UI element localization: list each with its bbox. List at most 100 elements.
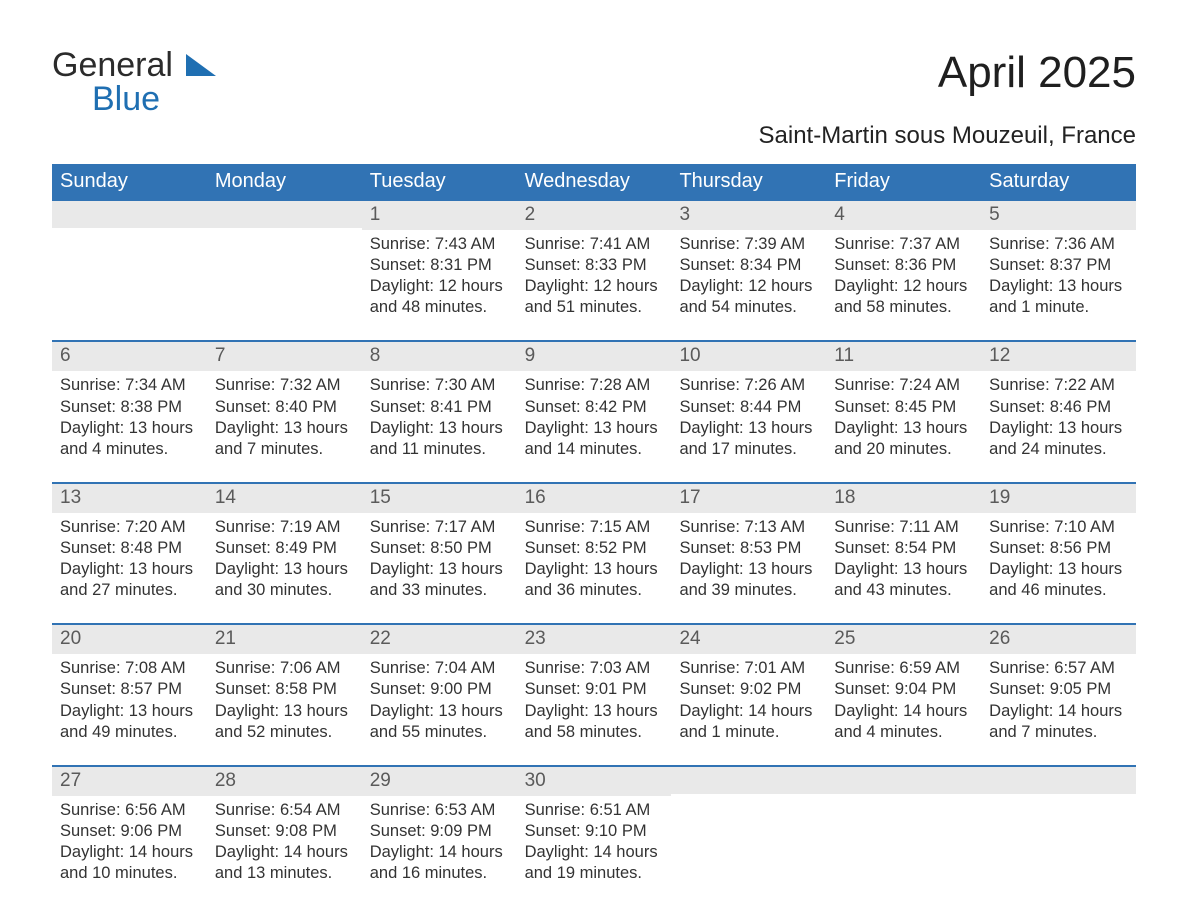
sunrise-line: Sunrise: 7:04 AM [370, 658, 509, 679]
day-number-row [671, 767, 826, 794]
sunset-line: Sunset: 8:40 PM [215, 397, 354, 418]
calendar-day: 22Sunrise: 7:04 AMSunset: 9:00 PMDayligh… [362, 625, 517, 746]
sunrise-line: Sunrise: 7:01 AM [679, 658, 818, 679]
sunrise-line: Sunrise: 7:13 AM [679, 517, 818, 538]
sunrise-line: Sunrise: 7:41 AM [525, 234, 664, 255]
day-number: 21 [215, 628, 236, 649]
day-number-row: 23 [517, 625, 672, 654]
day-body: Sunrise: 7:03 AMSunset: 9:01 PMDaylight:… [517, 654, 672, 746]
daylight-line: Daylight: 14 hours and 13 minutes. [215, 842, 354, 884]
day-number-row: 17 [671, 484, 826, 513]
day-body: Sunrise: 6:54 AMSunset: 9:08 PMDaylight:… [207, 796, 362, 888]
daylight-line: Daylight: 13 hours and 46 minutes. [989, 559, 1128, 601]
sunset-line: Sunset: 8:44 PM [679, 397, 818, 418]
day-number-row [981, 767, 1136, 794]
day-body: Sunrise: 7:37 AMSunset: 8:36 PMDaylight:… [826, 230, 981, 322]
daylight-line: Daylight: 13 hours and 24 minutes. [989, 418, 1128, 460]
sunrise-line: Sunrise: 7:39 AM [679, 234, 818, 255]
calendar-day: 8Sunrise: 7:30 AMSunset: 8:41 PMDaylight… [362, 342, 517, 463]
daylight-line: Daylight: 13 hours and 49 minutes. [60, 701, 199, 743]
daylight-line: Daylight: 13 hours and 39 minutes. [679, 559, 818, 601]
day-number: 22 [370, 628, 391, 649]
calendar-day: 27Sunrise: 6:56 AMSunset: 9:06 PMDayligh… [52, 767, 207, 888]
sunset-line: Sunset: 8:50 PM [370, 538, 509, 559]
day-number: 28 [215, 770, 236, 791]
weekday-header: Tuesday [362, 164, 517, 201]
day-number: 18 [834, 487, 855, 508]
sunset-line: Sunset: 8:33 PM [525, 255, 664, 276]
sunset-line: Sunset: 9:10 PM [525, 821, 664, 842]
day-body: Sunrise: 7:01 AMSunset: 9:02 PMDaylight:… [671, 654, 826, 746]
calendar: SundayMondayTuesdayWednesdayThursdayFrid… [52, 164, 1136, 888]
calendar-day: 24Sunrise: 7:01 AMSunset: 9:02 PMDayligh… [671, 625, 826, 746]
day-number: 26 [989, 628, 1010, 649]
day-body: Sunrise: 7:24 AMSunset: 8:45 PMDaylight:… [826, 371, 981, 463]
sunrise-line: Sunrise: 7:20 AM [60, 517, 199, 538]
day-number-row: 1 [362, 201, 517, 230]
day-body: Sunrise: 7:41 AMSunset: 8:33 PMDaylight:… [517, 230, 672, 322]
daylight-line: Daylight: 13 hours and 4 minutes. [60, 418, 199, 460]
calendar-weeks: 1Sunrise: 7:43 AMSunset: 8:31 PMDaylight… [52, 201, 1136, 888]
day-body: Sunrise: 7:26 AMSunset: 8:44 PMDaylight:… [671, 371, 826, 463]
sunrise-line: Sunrise: 7:28 AM [525, 375, 664, 396]
calendar-day: 15Sunrise: 7:17 AMSunset: 8:50 PMDayligh… [362, 484, 517, 605]
calendar-day: 25Sunrise: 6:59 AMSunset: 9:04 PMDayligh… [826, 625, 981, 746]
day-body: Sunrise: 7:19 AMSunset: 8:49 PMDaylight:… [207, 513, 362, 605]
daylight-line: Daylight: 14 hours and 10 minutes. [60, 842, 199, 884]
daylight-line: Daylight: 12 hours and 48 minutes. [370, 276, 509, 318]
sunset-line: Sunset: 9:05 PM [989, 679, 1128, 700]
day-number-row: 15 [362, 484, 517, 513]
day-number-row: 6 [52, 342, 207, 371]
sunrise-line: Sunrise: 7:19 AM [215, 517, 354, 538]
daylight-line: Daylight: 13 hours and 14 minutes. [525, 418, 664, 460]
day-body: Sunrise: 6:51 AMSunset: 9:10 PMDaylight:… [517, 796, 672, 888]
calendar-day: 9 Sunrise: 7:28 AMSunset: 8:42 PMDaylight… [517, 342, 672, 463]
day-number: 9 [525, 345, 536, 366]
day-body: Sunrise: 7:20 AMSunset: 8:48 PMDaylight:… [52, 513, 207, 605]
calendar-day: 18Sunrise: 7:11 AMSunset: 8:54 PMDayligh… [826, 484, 981, 605]
sunset-line: Sunset: 8:52 PM [525, 538, 664, 559]
daylight-line: Daylight: 13 hours and 30 minutes. [215, 559, 354, 601]
calendar-week: 1Sunrise: 7:43 AMSunset: 8:31 PMDaylight… [52, 201, 1136, 322]
day-number-row: 8 [362, 342, 517, 371]
day-body: Sunrise: 6:53 AMSunset: 9:09 PMDaylight:… [362, 796, 517, 888]
sunrise-line: Sunrise: 7:32 AM [215, 375, 354, 396]
daylight-line: Daylight: 13 hours and 52 minutes. [215, 701, 354, 743]
sunrise-line: Sunrise: 7:22 AM [989, 375, 1128, 396]
day-number-row: 28 [207, 767, 362, 796]
day-number: 12 [989, 345, 1010, 366]
day-body: Sunrise: 7:39 AMSunset: 8:34 PMDaylight:… [671, 230, 826, 322]
daylight-line: Daylight: 13 hours and 17 minutes. [679, 418, 818, 460]
daylight-line: Daylight: 14 hours and 7 minutes. [989, 701, 1128, 743]
daylight-line: Daylight: 13 hours and 43 minutes. [834, 559, 973, 601]
weekday-header: Sunday [52, 164, 207, 201]
day-body: Sunrise: 7:22 AMSunset: 8:46 PMDaylight:… [981, 371, 1136, 463]
weekday-header: Monday [207, 164, 362, 201]
logo-general-text: General [52, 46, 173, 84]
calendar-day: 2Sunrise: 7:41 AMSunset: 8:33 PMDaylight… [517, 201, 672, 322]
day-number: 19 [989, 487, 1010, 508]
calendar-day: 4Sunrise: 7:37 AMSunset: 8:36 PMDaylight… [826, 201, 981, 322]
day-body: Sunrise: 7:13 AMSunset: 8:53 PMDaylight:… [671, 513, 826, 605]
daylight-line: Daylight: 13 hours and 58 minutes. [525, 701, 664, 743]
calendar-day: 17Sunrise: 7:13 AMSunset: 8:53 PMDayligh… [671, 484, 826, 605]
calendar-day [52, 201, 207, 322]
day-number: 8 [370, 345, 381, 366]
calendar-day: 6Sunrise: 7:34 AMSunset: 8:38 PMDaylight… [52, 342, 207, 463]
calendar-week: 13Sunrise: 7:20 AMSunset: 8:48 PMDayligh… [52, 482, 1136, 605]
calendar-day [981, 767, 1136, 888]
sunrise-line: Sunrise: 7:08 AM [60, 658, 199, 679]
day-number-row: 30 [517, 767, 672, 796]
sunrise-line: Sunrise: 6:51 AM [525, 800, 664, 821]
daylight-line: Daylight: 13 hours and 27 minutes. [60, 559, 199, 601]
sunrise-line: Sunrise: 7:10 AM [989, 517, 1128, 538]
daylight-line: Daylight: 12 hours and 54 minutes. [679, 276, 818, 318]
sunset-line: Sunset: 8:37 PM [989, 255, 1128, 276]
daylight-line: Daylight: 14 hours and 4 minutes. [834, 701, 973, 743]
day-number-row: 7 [207, 342, 362, 371]
sunset-line: Sunset: 9:09 PM [370, 821, 509, 842]
day-number-row: 3 [671, 201, 826, 230]
day-number: 14 [215, 487, 236, 508]
calendar-day: 28 Sunrise: 6:54 AMSunset: 9:08 PMDayligh… [207, 767, 362, 888]
day-body: Sunrise: 7:28 AMSunset: 8:42 PMDaylight:… [517, 371, 672, 463]
